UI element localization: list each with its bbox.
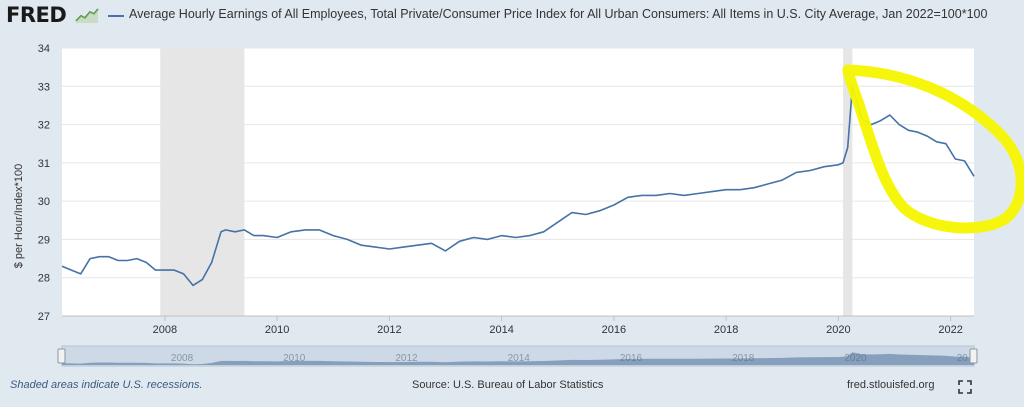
y-tick-label: 32	[38, 120, 50, 132]
x-tick-label: 2020	[826, 324, 850, 336]
fred-logo[interactable]: FRED	[6, 3, 67, 27]
y-tick-label: 27	[38, 311, 50, 323]
y-tick-label: 28	[38, 273, 50, 285]
navigator-tick-label: 2010	[283, 353, 306, 364]
source-note: Source: U.S. Bureau of Labor Statistics	[412, 379, 604, 391]
recession-band-1	[843, 48, 853, 316]
yellow-highlight-annotation	[842, 64, 1024, 234]
chart-title: Average Hourly Earnings of All Employees…	[129, 7, 988, 21]
x-tick-label: 2016	[602, 324, 626, 336]
x-tick-label: 2008	[153, 324, 177, 336]
y-tick-label: 31	[38, 158, 50, 170]
recession-band-0	[160, 48, 245, 316]
navigator-tick-label: 2016	[620, 353, 643, 364]
legend-series-swatch	[108, 15, 124, 17]
x-tick-label: 2012	[377, 324, 401, 336]
x-tick-label: 2022	[938, 324, 962, 336]
navigator-tick-label: 2014	[508, 353, 531, 364]
y-tick-label: 33	[38, 81, 50, 93]
fred-sparkline-icon	[75, 7, 99, 23]
x-tick-label: 2018	[714, 324, 738, 336]
recession-note: Shaded areas indicate U.S. recessions.	[10, 379, 203, 391]
y-tick-label: 29	[38, 234, 50, 246]
fred-url-link[interactable]: fred.stlouisfed.org	[847, 379, 935, 391]
navigator-tick-label: 2008	[171, 353, 194, 364]
y-tick-label: 34	[38, 43, 50, 55]
navigator-series-area	[62, 352, 974, 365]
navigator-right-handle[interactable]	[969, 348, 978, 364]
line-chart: 27 28 29 30 31 32 33 34 2008 2010 2012 2014 2016 201…	[13, 43, 1024, 336]
y-axis-label: $ per Hour/Index*100	[13, 164, 25, 269]
chart-header: FRED Average Hourly Earnings of All Empl…	[0, 0, 1024, 34]
fullscreen-icon[interactable]	[958, 380, 972, 394]
x-tick-label: 2010	[265, 324, 289, 336]
chart-footer: Shaded areas indicate U.S. recessions. S…	[0, 372, 1024, 402]
y-tick-label: 30	[38, 196, 50, 208]
navigator-left-handle[interactable]	[57, 348, 66, 364]
navigator-tick-label: 2012	[395, 353, 418, 364]
x-tick-label: 2014	[489, 324, 513, 336]
